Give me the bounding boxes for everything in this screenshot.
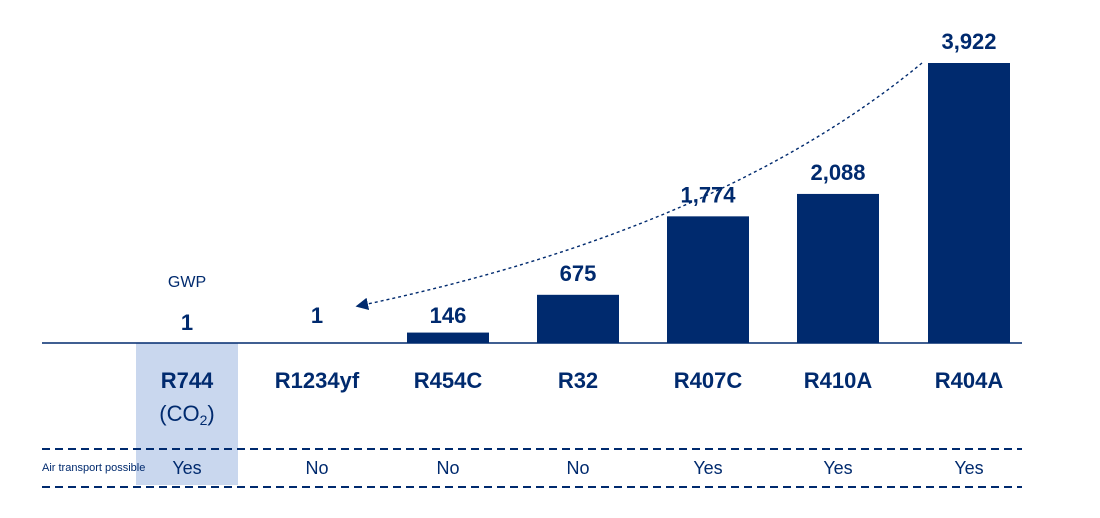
category-label-r410a: R410A [804,368,873,393]
gwp-caption: GWP [168,274,206,291]
air-transport-r407c: Yes [693,458,722,478]
category-label-r407c: R407C [674,368,743,393]
air-transport-r404a: Yes [954,458,983,478]
air-transport-row: Air transport possible Yes No No No Yes Yes Yes [42,458,984,478]
value-label-r410a: 2,088 [810,160,865,185]
value-label-r1234yf: 1 [311,303,323,328]
air-transport-r744: Yes [172,458,201,478]
category-label-r454c: R454C [414,368,483,393]
air-transport-r1234yf: No [305,458,328,478]
value-label-r744: 1 [181,310,193,335]
bars-group [146,63,1010,343]
category-label-r404a: R404A [935,368,1004,393]
value-label-r32: 675 [560,261,597,286]
bar-r407c [667,216,749,343]
bar-r410a [797,193,879,343]
bar-r32 [537,294,619,343]
bar-r454c [407,332,489,343]
bar-r404a [928,63,1010,343]
air-transport-r454c: No [436,458,459,478]
value-label-r404a: 3,922 [941,29,996,54]
air-transport-r32: No [566,458,589,478]
highlight-sublabel: (CO2) [159,401,214,428]
category-label-r1234yf: R1234yf [275,368,360,393]
category-labels-group: R744 R1234yf R454C R32 R407C R410A R404A (CO2) [159,368,1003,428]
category-label-r744: R744 [161,368,214,393]
value-label-r454c: 146 [430,303,467,328]
air-transport-row-label: Air transport possible [42,462,145,474]
air-transport-r410a: Yes [823,458,852,478]
highlight-background [136,343,238,485]
category-label-r32: R32 [558,368,598,393]
trend-arrow [355,62,923,311]
